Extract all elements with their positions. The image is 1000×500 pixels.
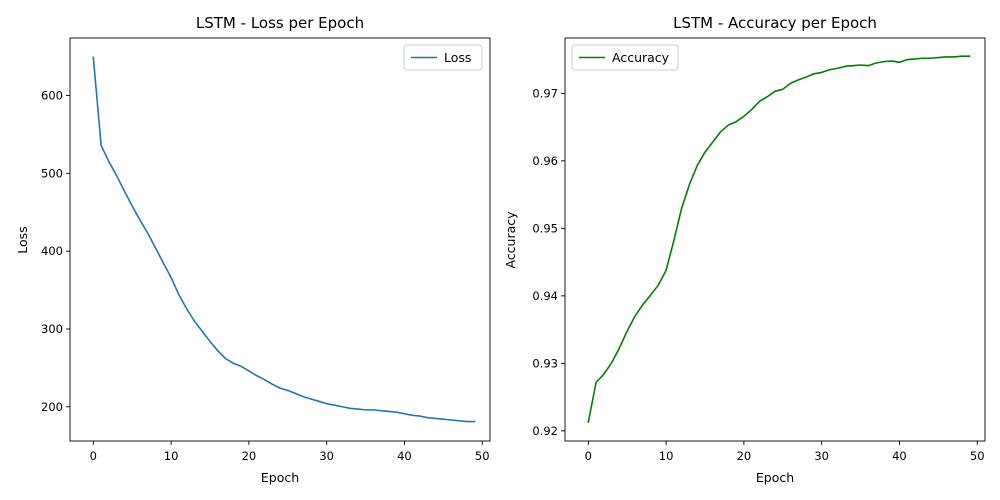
y-tick-label: 0.94 (532, 289, 558, 303)
y-tick-label: 500 (41, 166, 63, 180)
y-tick-label: 400 (41, 244, 63, 258)
legend-box (571, 44, 679, 71)
legend: Accuracy (571, 44, 679, 71)
x-tick-label: 40 (397, 449, 412, 463)
x-tick-label: 50 (475, 449, 490, 463)
x-axis-label: Epoch (261, 470, 299, 485)
legend-label: Accuracy (612, 50, 670, 65)
x-tick-label: 50 (970, 449, 985, 463)
x-tick-label: 30 (814, 449, 829, 463)
series-line (92, 56, 476, 423)
legend-box (403, 44, 483, 71)
x-tick-label: 10 (164, 449, 179, 463)
series-line (587, 55, 971, 424)
y-tick-label: 300 (41, 322, 63, 336)
plot-frame (564, 37, 986, 442)
x-tick-label: 20 (737, 449, 752, 463)
y-axis-label: Accuracy (503, 211, 518, 269)
accuracy-chart: LSTM - Accuracy per Epoch Epoch Accuracy… (503, 14, 986, 485)
y-tick-label: 200 (41, 400, 63, 414)
x-tick-label: 20 (242, 449, 257, 463)
y-tick-label: 0.92 (532, 424, 558, 438)
x-tick-label: 40 (892, 449, 907, 463)
loss-chart: LSTM - Loss per Epoch Epoch Loss 0 10 20 30… (15, 14, 491, 485)
chart-title: LSTM - Accuracy per Epoch (673, 14, 877, 32)
x-tick-label: 0 (90, 449, 97, 463)
y-tick-label: 0.97 (532, 86, 558, 100)
x-axis-label: Epoch (756, 470, 794, 485)
y-tick-label: 0.95 (532, 221, 558, 235)
x-tick-label: 10 (659, 449, 674, 463)
y-tick-label: 0.93 (532, 356, 558, 370)
chart-title: LSTM - Loss per Epoch (196, 14, 364, 32)
y-axis-label: Loss (15, 226, 30, 253)
plot-frame (69, 37, 491, 442)
legend-label: Loss (444, 50, 471, 65)
y-tick-label: 0.96 (532, 154, 558, 168)
y-tick-label: 600 (41, 89, 63, 103)
x-tick-label: 30 (319, 449, 334, 463)
x-tick-label: 0 (585, 449, 592, 463)
legend: Loss (403, 44, 483, 71)
